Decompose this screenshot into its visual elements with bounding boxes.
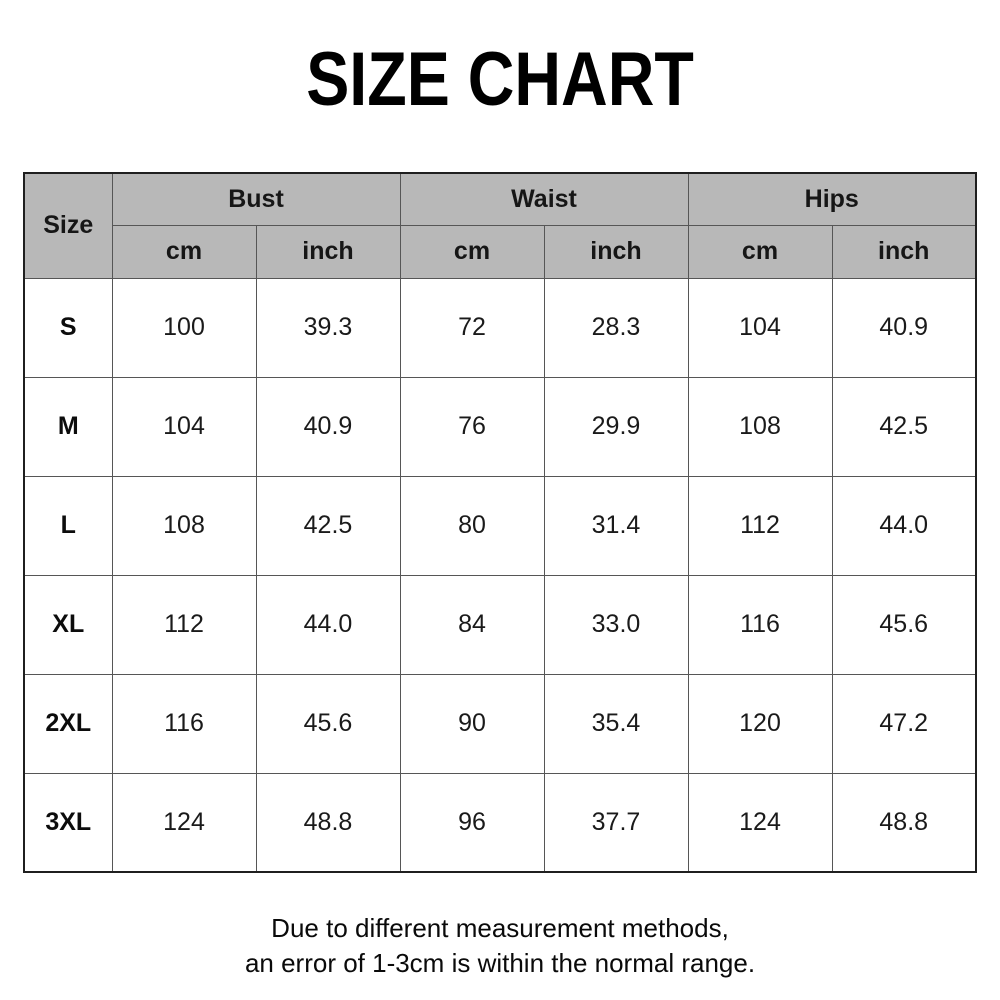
measurement-cell: 76 bbox=[399, 376, 545, 477]
table-body: S 100 39.3 72 28.3 104 40.9 M 104 40.9 7… bbox=[23, 277, 977, 873]
measurement-cell: 112 bbox=[687, 475, 833, 576]
measurement-cell: 96 bbox=[399, 772, 545, 873]
measurement-cell: 45.6 bbox=[831, 574, 977, 675]
measurement-cell: 45.6 bbox=[255, 673, 401, 774]
row-size-label: XL bbox=[23, 574, 113, 675]
measurement-cell: 80 bbox=[399, 475, 545, 576]
measurement-cell: 48.8 bbox=[831, 772, 977, 873]
measurement-cell: 39.3 bbox=[255, 277, 401, 378]
unit-header-bust-cm: cm bbox=[111, 224, 257, 279]
group-header-waist: Waist bbox=[399, 172, 689, 226]
measurement-cell: 37.7 bbox=[543, 772, 689, 873]
measurement-cell: 116 bbox=[687, 574, 833, 675]
disclaimer-line-1: Due to different measurement methods, bbox=[271, 913, 729, 943]
measurement-cell: 120 bbox=[687, 673, 833, 774]
measurement-cell: 100 bbox=[111, 277, 257, 378]
group-header-bust: Bust bbox=[111, 172, 401, 226]
measurement-cell: 35.4 bbox=[543, 673, 689, 774]
measurement-cell: 33.0 bbox=[543, 574, 689, 675]
row-size-label: S bbox=[23, 277, 113, 378]
measurement-cell: 124 bbox=[687, 772, 833, 873]
title-container: SIZE CHART bbox=[0, 0, 1000, 120]
measurement-cell: 72 bbox=[399, 277, 545, 378]
table-row-l: L 108 42.5 80 31.4 112 44.0 bbox=[23, 475, 977, 576]
unit-header-bust-inch: inch bbox=[255, 224, 401, 279]
measurement-cell: 108 bbox=[687, 376, 833, 477]
measurement-cell: 104 bbox=[687, 277, 833, 378]
table-row-s: S 100 39.3 72 28.3 104 40.9 bbox=[23, 277, 977, 378]
table-row-2xl: 2XL 116 45.6 90 35.4 120 47.2 bbox=[23, 673, 977, 774]
measurement-cell: 40.9 bbox=[831, 277, 977, 378]
measurement-cell: 42.5 bbox=[255, 475, 401, 576]
measurement-cell: 28.3 bbox=[543, 277, 689, 378]
page-title: SIZE CHART bbox=[306, 37, 694, 122]
unit-header-waist-inch: inch bbox=[543, 224, 689, 279]
measurement-cell: 47.2 bbox=[831, 673, 977, 774]
table-header: Size Bust Waist Hips cm inch cm inch cm … bbox=[23, 172, 977, 279]
measurement-cell: 42.5 bbox=[831, 376, 977, 477]
measurement-cell: 108 bbox=[111, 475, 257, 576]
row-size-label: L bbox=[23, 475, 113, 576]
measurement-cell: 44.0 bbox=[255, 574, 401, 675]
unit-header-waist-cm: cm bbox=[399, 224, 545, 279]
measurement-cell: 104 bbox=[111, 376, 257, 477]
measurement-cell: 44.0 bbox=[831, 475, 977, 576]
row-size-label: M bbox=[23, 376, 113, 477]
size-chart-table: Size Bust Waist Hips cm inch cm inch cm … bbox=[23, 172, 977, 873]
measurement-disclaimer: Due to different measurement methods, an… bbox=[0, 911, 1000, 981]
row-size-label: 2XL bbox=[23, 673, 113, 774]
table-row-3xl: 3XL 124 48.8 96 37.7 124 48.8 bbox=[23, 772, 977, 873]
measurement-cell: 116 bbox=[111, 673, 257, 774]
measurement-cell: 29.9 bbox=[543, 376, 689, 477]
table-row-m: M 104 40.9 76 29.9 108 42.5 bbox=[23, 376, 977, 477]
disclaimer-line-2: an error of 1-3cm is within the normal r… bbox=[244, 948, 756, 978]
measurement-cell: 31.4 bbox=[543, 475, 689, 576]
group-header-row: Size Bust Waist Hips bbox=[23, 172, 977, 279]
measurement-cell: 48.8 bbox=[255, 772, 401, 873]
unit-header-hips-cm: cm bbox=[687, 224, 833, 279]
unit-header-hips-inch: inch bbox=[831, 224, 977, 279]
corner-header-size: Size bbox=[23, 172, 113, 279]
measurement-cell: 40.9 bbox=[255, 376, 401, 477]
group-header-hips: Hips bbox=[687, 172, 977, 226]
unit-header-row: cm inch cm inch cm inch bbox=[24, 224, 977, 279]
measurement-cell: 90 bbox=[399, 673, 545, 774]
table-row-xl: XL 112 44.0 84 33.0 116 45.6 bbox=[23, 574, 977, 675]
measurement-cell: 124 bbox=[111, 772, 257, 873]
measurement-cell: 84 bbox=[399, 574, 545, 675]
measurement-cell: 112 bbox=[111, 574, 257, 675]
row-size-label: 3XL bbox=[23, 772, 113, 873]
